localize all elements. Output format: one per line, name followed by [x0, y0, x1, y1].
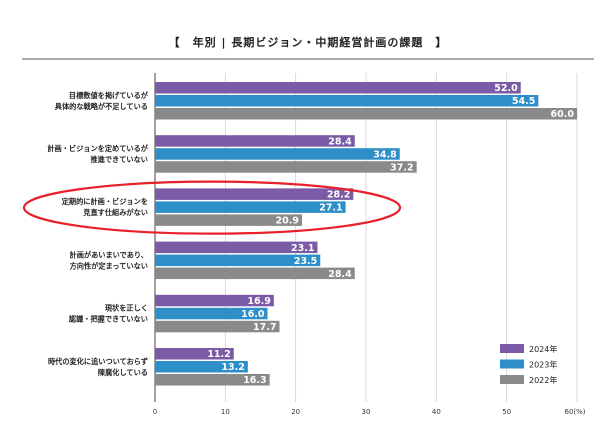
bar: [155, 320, 280, 333]
category-labels: 目標数値を掲げているが具体的な戦略が不足している計画・ビジョンを定めているが推進…: [47, 91, 148, 377]
bar: [155, 267, 355, 280]
bar: [155, 95, 539, 107]
category-label: 推進できていない: [90, 155, 148, 164]
bar: [155, 374, 270, 386]
category-label: 具体的な戦略が不足している: [55, 102, 148, 111]
x-tick-label: 0: [153, 408, 157, 416]
value-label: 27.1: [319, 203, 342, 214]
bar: [155, 148, 400, 160]
bar: [155, 214, 302, 226]
bar: [155, 348, 234, 360]
x-tick-label: 20: [291, 408, 300, 416]
category-label: 現状を正しく: [105, 304, 148, 313]
category-label: 認識・把握できていない: [69, 315, 148, 324]
value-label: 11.2: [207, 349, 230, 360]
legend-label: 2024年: [529, 344, 557, 354]
x-tick-label: 50: [502, 408, 511, 416]
category-label: 方向性が定まっていない: [70, 261, 148, 270]
value-label: 60.0: [551, 109, 575, 120]
bar: [155, 161, 417, 173]
category-label: 時代の変化に追いついておらず: [48, 357, 148, 366]
value-label: 34.8: [373, 149, 397, 160]
legend: 2024年 2023年 2022年: [500, 344, 557, 385]
legend-label: 2023年: [529, 360, 557, 370]
legend-label: 2022年: [529, 375, 557, 385]
value-label: 17.7: [253, 322, 276, 333]
value-label: 20.9: [276, 216, 299, 227]
value-label: 28.4: [328, 269, 352, 280]
highlight-ellipse: [22, 180, 402, 235]
x-tick-label: 10: [221, 408, 230, 416]
bar: [155, 254, 321, 267]
highlight-ellipse: [22, 180, 402, 235]
category-label: 陳腐化している: [98, 368, 148, 377]
bar: [155, 361, 248, 373]
category-label: 目標数値を掲げているが: [69, 91, 149, 100]
bar: [155, 294, 274, 307]
category-label: 計画・ビジョンを定めているが: [47, 144, 148, 153]
x-tick-label: 40: [432, 408, 441, 416]
value-label: 23.1: [291, 243, 314, 254]
value-label: 13.2: [221, 362, 244, 373]
legend-swatch: [500, 359, 524, 369]
category-label: 計画があいまいであり、: [70, 250, 149, 259]
value-label: 16.9: [247, 296, 270, 307]
bar: [155, 188, 354, 200]
legend-swatch: [500, 375, 524, 384]
x-tick-label: 60(%): [564, 408, 585, 416]
bar: [155, 108, 577, 120]
x-tick-label: 30: [362, 408, 371, 416]
value-label: 28.4: [328, 136, 352, 147]
bar: [155, 82, 521, 94]
value-label: 23.5: [294, 256, 317, 267]
value-label: 28.2: [327, 190, 350, 201]
category-label: 見直す仕組みがない: [82, 208, 148, 217]
x-tick-labels: 0 10 20 30 40 50 60(%): [153, 408, 586, 416]
category-label: 定期的に計画・ビジョンを: [61, 197, 148, 206]
bar: [155, 201, 346, 213]
value-label: 37.2: [390, 162, 413, 173]
value-label: 52.0: [494, 83, 518, 94]
bar: [155, 307, 268, 320]
value-label: 16.0: [241, 309, 265, 320]
bars: 52.0 54.5 60.0 28.4 34.8 37.2 28.2 27.1 20.9 23.1…: [155, 82, 577, 386]
value-label: 16.3: [243, 375, 266, 386]
bar: [155, 241, 318, 254]
chart-title: 【 年別 | 長期ビジョン・中期経営計画の課題 】: [168, 36, 448, 49]
value-label: 54.5: [512, 96, 535, 107]
bar: [155, 135, 355, 147]
legend-swatch: [500, 344, 524, 353]
